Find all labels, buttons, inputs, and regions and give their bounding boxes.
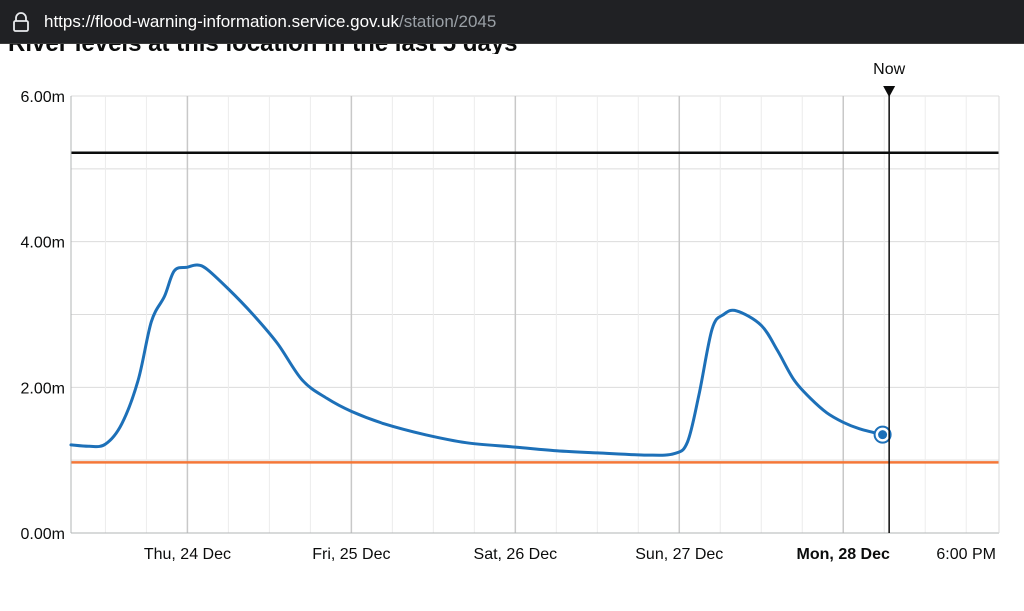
chart-axes bbox=[70, 96, 1000, 534]
lock-icon bbox=[13, 12, 29, 32]
x-tick-label: Fri, 25 Dec bbox=[312, 546, 390, 563]
x-tick-label: Mon, 28 Dec bbox=[797, 546, 890, 563]
x-tick-label: 6:00 PM bbox=[936, 546, 996, 563]
y-tick-label: 4.00m bbox=[21, 235, 65, 252]
x-tick-label: Sun, 27 Dec bbox=[635, 546, 723, 563]
now-arrow-icon bbox=[883, 86, 896, 97]
page-heading-clip: River levels at this location in the las… bbox=[0, 44, 1024, 54]
tick-labels: 0.00m 2.00m 4.00m 6.00m Thu, 24 Dec Fri, 25 D… bbox=[21, 89, 996, 563]
url-domain: https://flood-warning-information.servic… bbox=[44, 12, 399, 31]
series-layer bbox=[69, 263, 892, 457]
now-marker: Now bbox=[873, 61, 906, 533]
browser-address-bar[interactable]: https://flood-warning-information.servic… bbox=[0, 0, 1024, 44]
url-text[interactable]: https://flood-warning-information.servic… bbox=[44, 12, 496, 32]
page-heading: River levels at this location in the las… bbox=[8, 44, 518, 54]
url-path: /station/2045 bbox=[398, 12, 497, 31]
chart-grid bbox=[71, 95, 999, 534]
x-tick-label: Thu, 24 Dec bbox=[144, 546, 231, 563]
river-level-series-line bbox=[69, 263, 885, 457]
reference-lines bbox=[71, 151, 999, 464]
now-label: Now bbox=[873, 61, 905, 78]
y-tick-label: 6.00m bbox=[21, 89, 65, 106]
latest-reading-marker-dot bbox=[878, 430, 888, 440]
x-tick-label: Sat, 26 Dec bbox=[474, 546, 558, 563]
y-tick-label: 2.00m bbox=[21, 380, 65, 397]
y-tick-label: 0.00m bbox=[21, 526, 65, 543]
